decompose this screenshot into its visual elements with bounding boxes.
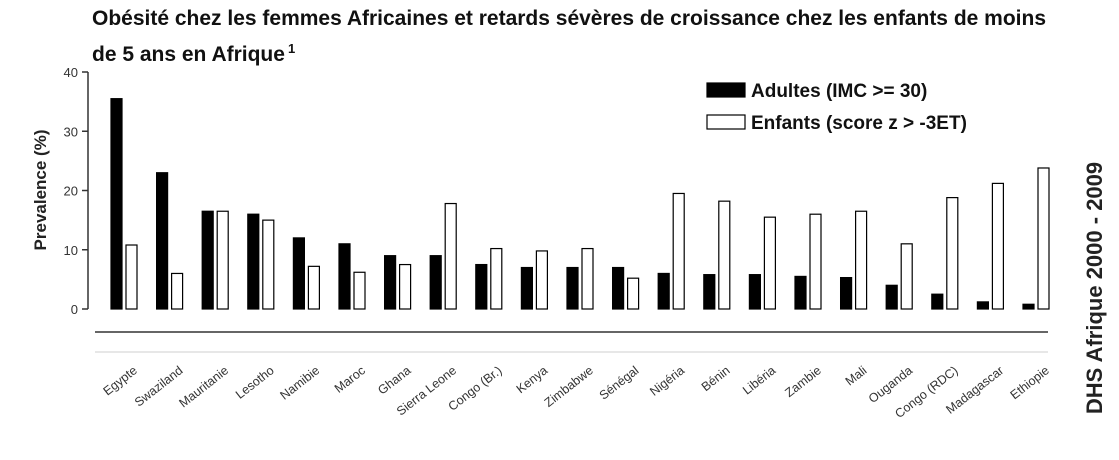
- bar-adults-11: [611, 266, 625, 310]
- legend-swatch-children: [706, 114, 746, 130]
- x-tick-label: Bénin: [699, 363, 733, 394]
- bar-adults-5: [338, 243, 351, 310]
- bar-adults-12: [657, 272, 670, 310]
- bar-chart: Prevalence (%) 0 10 20 30 40 EgypteSwaziland…: [31, 65, 1052, 421]
- x-tick-label: Kenya: [514, 363, 551, 396]
- x-tick-label: Maroc: [332, 363, 368, 395]
- bar-adults-2: [201, 210, 214, 310]
- y-axis: 0 10 20 30 40: [64, 65, 89, 317]
- bar-children-2: [216, 210, 229, 310]
- bar-children-6: [399, 263, 412, 310]
- x-tick-label: Libéria: [740, 363, 778, 397]
- y-tick-label: 40: [64, 65, 78, 80]
- legend: Adultes (IMC >= 30) Enfants (score z > -…: [706, 81, 967, 134]
- bar-children-9: [535, 250, 549, 310]
- bar-adults-10: [566, 266, 579, 310]
- bar-adults-20: [1022, 303, 1035, 310]
- bar-adults-19: [976, 301, 990, 310]
- bar-adults-16: [839, 276, 853, 310]
- x-tick-label: Mauritanie: [176, 363, 231, 410]
- bar-children-5: [353, 271, 366, 310]
- bar-children-1: [171, 272, 184, 310]
- bar-children-11: [626, 277, 640, 310]
- x-tick-label: Ghana: [375, 363, 413, 397]
- x-tick-label: Sénégal: [597, 363, 642, 402]
- chart-title-text: Obésité chez les femmes Africaines et re…: [92, 7, 1047, 66]
- y-tick-label: 0: [71, 302, 78, 317]
- legend-label-adults: Adultes (IMC >= 30): [751, 81, 927, 102]
- x-tick-label: Nigéria: [647, 363, 687, 398]
- x-tick-label: Ethiopie: [1008, 363, 1052, 402]
- bar-adults-14: [748, 274, 762, 310]
- bar-adults-0: [110, 98, 123, 310]
- legend-swatch-adults: [706, 82, 746, 98]
- bar-children-19: [991, 182, 1005, 310]
- x-tick-label: Mali: [843, 363, 870, 388]
- x-tick-label: Zambie: [782, 363, 824, 400]
- bar-children-8: [490, 247, 503, 310]
- bar-children-15: [809, 213, 822, 310]
- bar-adults-8: [475, 263, 488, 310]
- legend-label-children: Enfants (score z > -3ET): [751, 113, 967, 134]
- bar-children-20: [1037, 167, 1050, 310]
- x-tick-label: Egypte: [101, 363, 140, 398]
- bar-adults-9: [520, 266, 534, 310]
- bar-children-14: [763, 216, 777, 310]
- bars: [110, 98, 1050, 310]
- bar-adults-13: [703, 274, 716, 310]
- bar-children-3: [262, 219, 275, 310]
- bar-children-17: [900, 243, 913, 310]
- bar-adults-6: [384, 255, 397, 310]
- x-tick-label: Namibie: [277, 363, 322, 402]
- bar-children-0: [125, 244, 138, 310]
- bar-children-7: [444, 202, 457, 310]
- bar-children-16: [854, 210, 868, 310]
- x-tick-label: Swaziland: [132, 363, 186, 409]
- bar-adults-4: [292, 237, 305, 310]
- bar-adults-1: [156, 172, 169, 310]
- bar-adults-7: [429, 255, 442, 310]
- y-axis-title: Prevalence (%): [31, 130, 50, 251]
- bar-adults-17: [885, 284, 898, 310]
- y-tick-label: 10: [64, 243, 78, 258]
- bar-children-18: [946, 197, 959, 310]
- bar-children-13: [718, 200, 731, 310]
- y-tick-label: 30: [64, 124, 78, 139]
- bar-children-12: [672, 192, 685, 310]
- bar-adults-3: [247, 213, 260, 310]
- bar-adults-18: [931, 293, 944, 310]
- x-tick-label: Lesotho: [233, 363, 277, 401]
- bar-adults-15: [794, 275, 807, 310]
- source-caption: DHS Afrique 2000 - 2009: [1082, 161, 1107, 415]
- bar-children-4: [307, 265, 320, 310]
- title-footnote-mark: 1: [287, 41, 296, 56]
- bar-children-10: [581, 247, 594, 310]
- chart-title: Obésité chez les femmes Africaines et re…: [92, 4, 1052, 70]
- y-tick-label: 20: [64, 184, 78, 199]
- x-tick-label: Zimbabwe: [542, 363, 596, 410]
